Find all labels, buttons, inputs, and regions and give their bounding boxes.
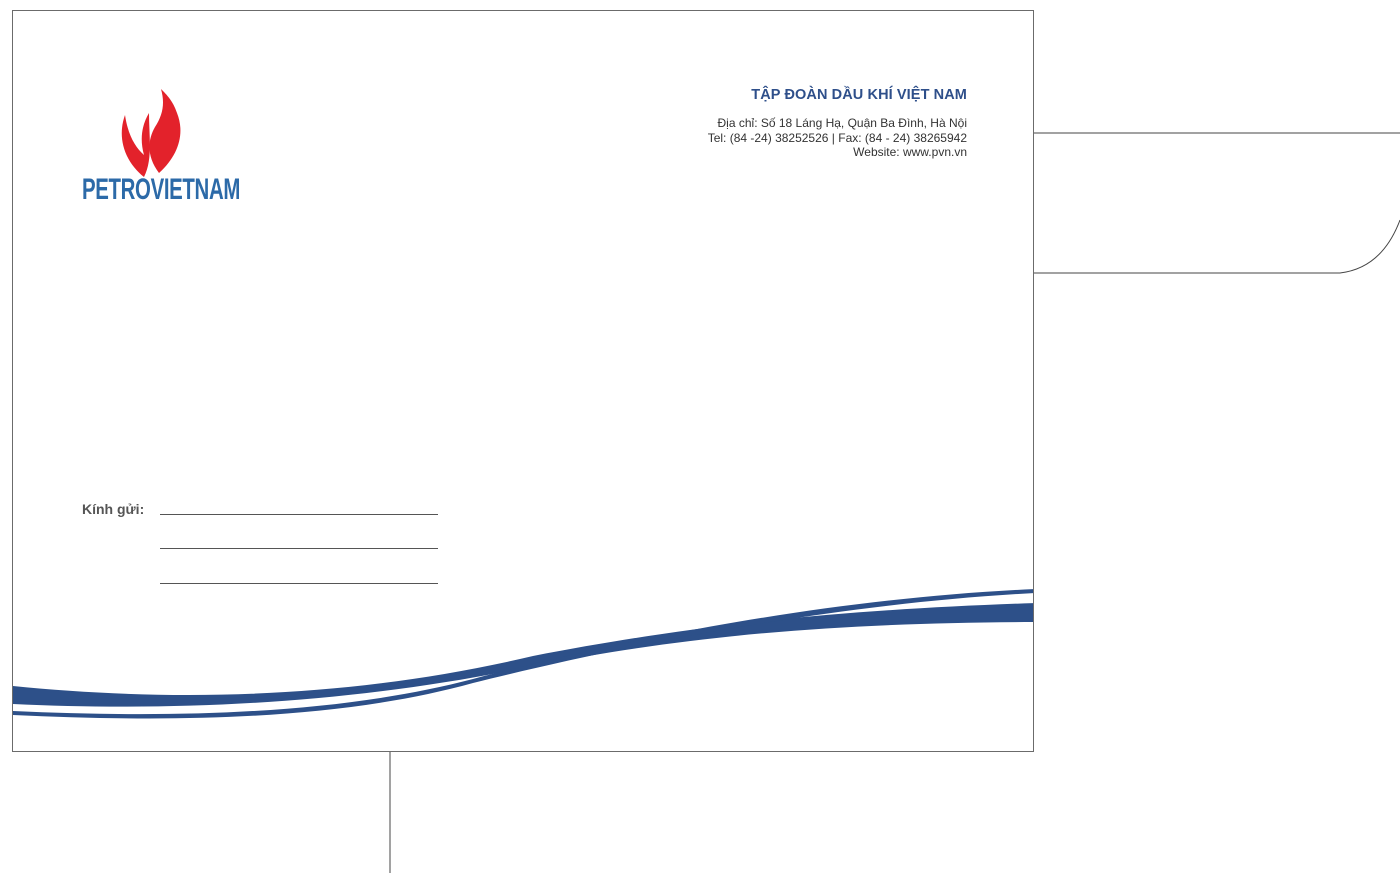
wave-band-thick	[13, 603, 1033, 707]
wave-decoration	[13, 589, 1033, 719]
company-name: TẬP ĐOÀN DẦU KHÍ VIỆT NAM	[751, 87, 967, 103]
petrovietnam-logo: PETROVIETNAM	[79, 89, 240, 213]
recipient-line-2	[160, 548, 438, 549]
company-website: Website: www.pvn.vn	[853, 145, 967, 159]
logo-wordmark: PETROVIETNAM	[82, 173, 241, 206]
company-info: TẬP ĐOÀN DẦU KHÍ VIỆT NAM Địa chỉ: Số 18…	[708, 87, 967, 160]
flame-icon	[121, 89, 181, 177]
envelope-flap-outline	[1034, 132, 1400, 274]
company-address: Địa chỉ: Số 18 Láng Hạ, Quận Ba Đình, Hà…	[717, 116, 967, 130]
recipient-line-3	[160, 583, 438, 584]
company-phone-fax: Tel: (84 -24) 38252526 | Fax: (84 - 24) …	[707, 130, 967, 145]
recipient-label: Kính gửi:	[82, 501, 145, 517]
envelope-front: PETROVIETNAM TẬP ĐOÀN DẦU KHÍ VIỆT NAM Đ…	[12, 10, 1034, 752]
recipient-line-1	[160, 514, 438, 515]
